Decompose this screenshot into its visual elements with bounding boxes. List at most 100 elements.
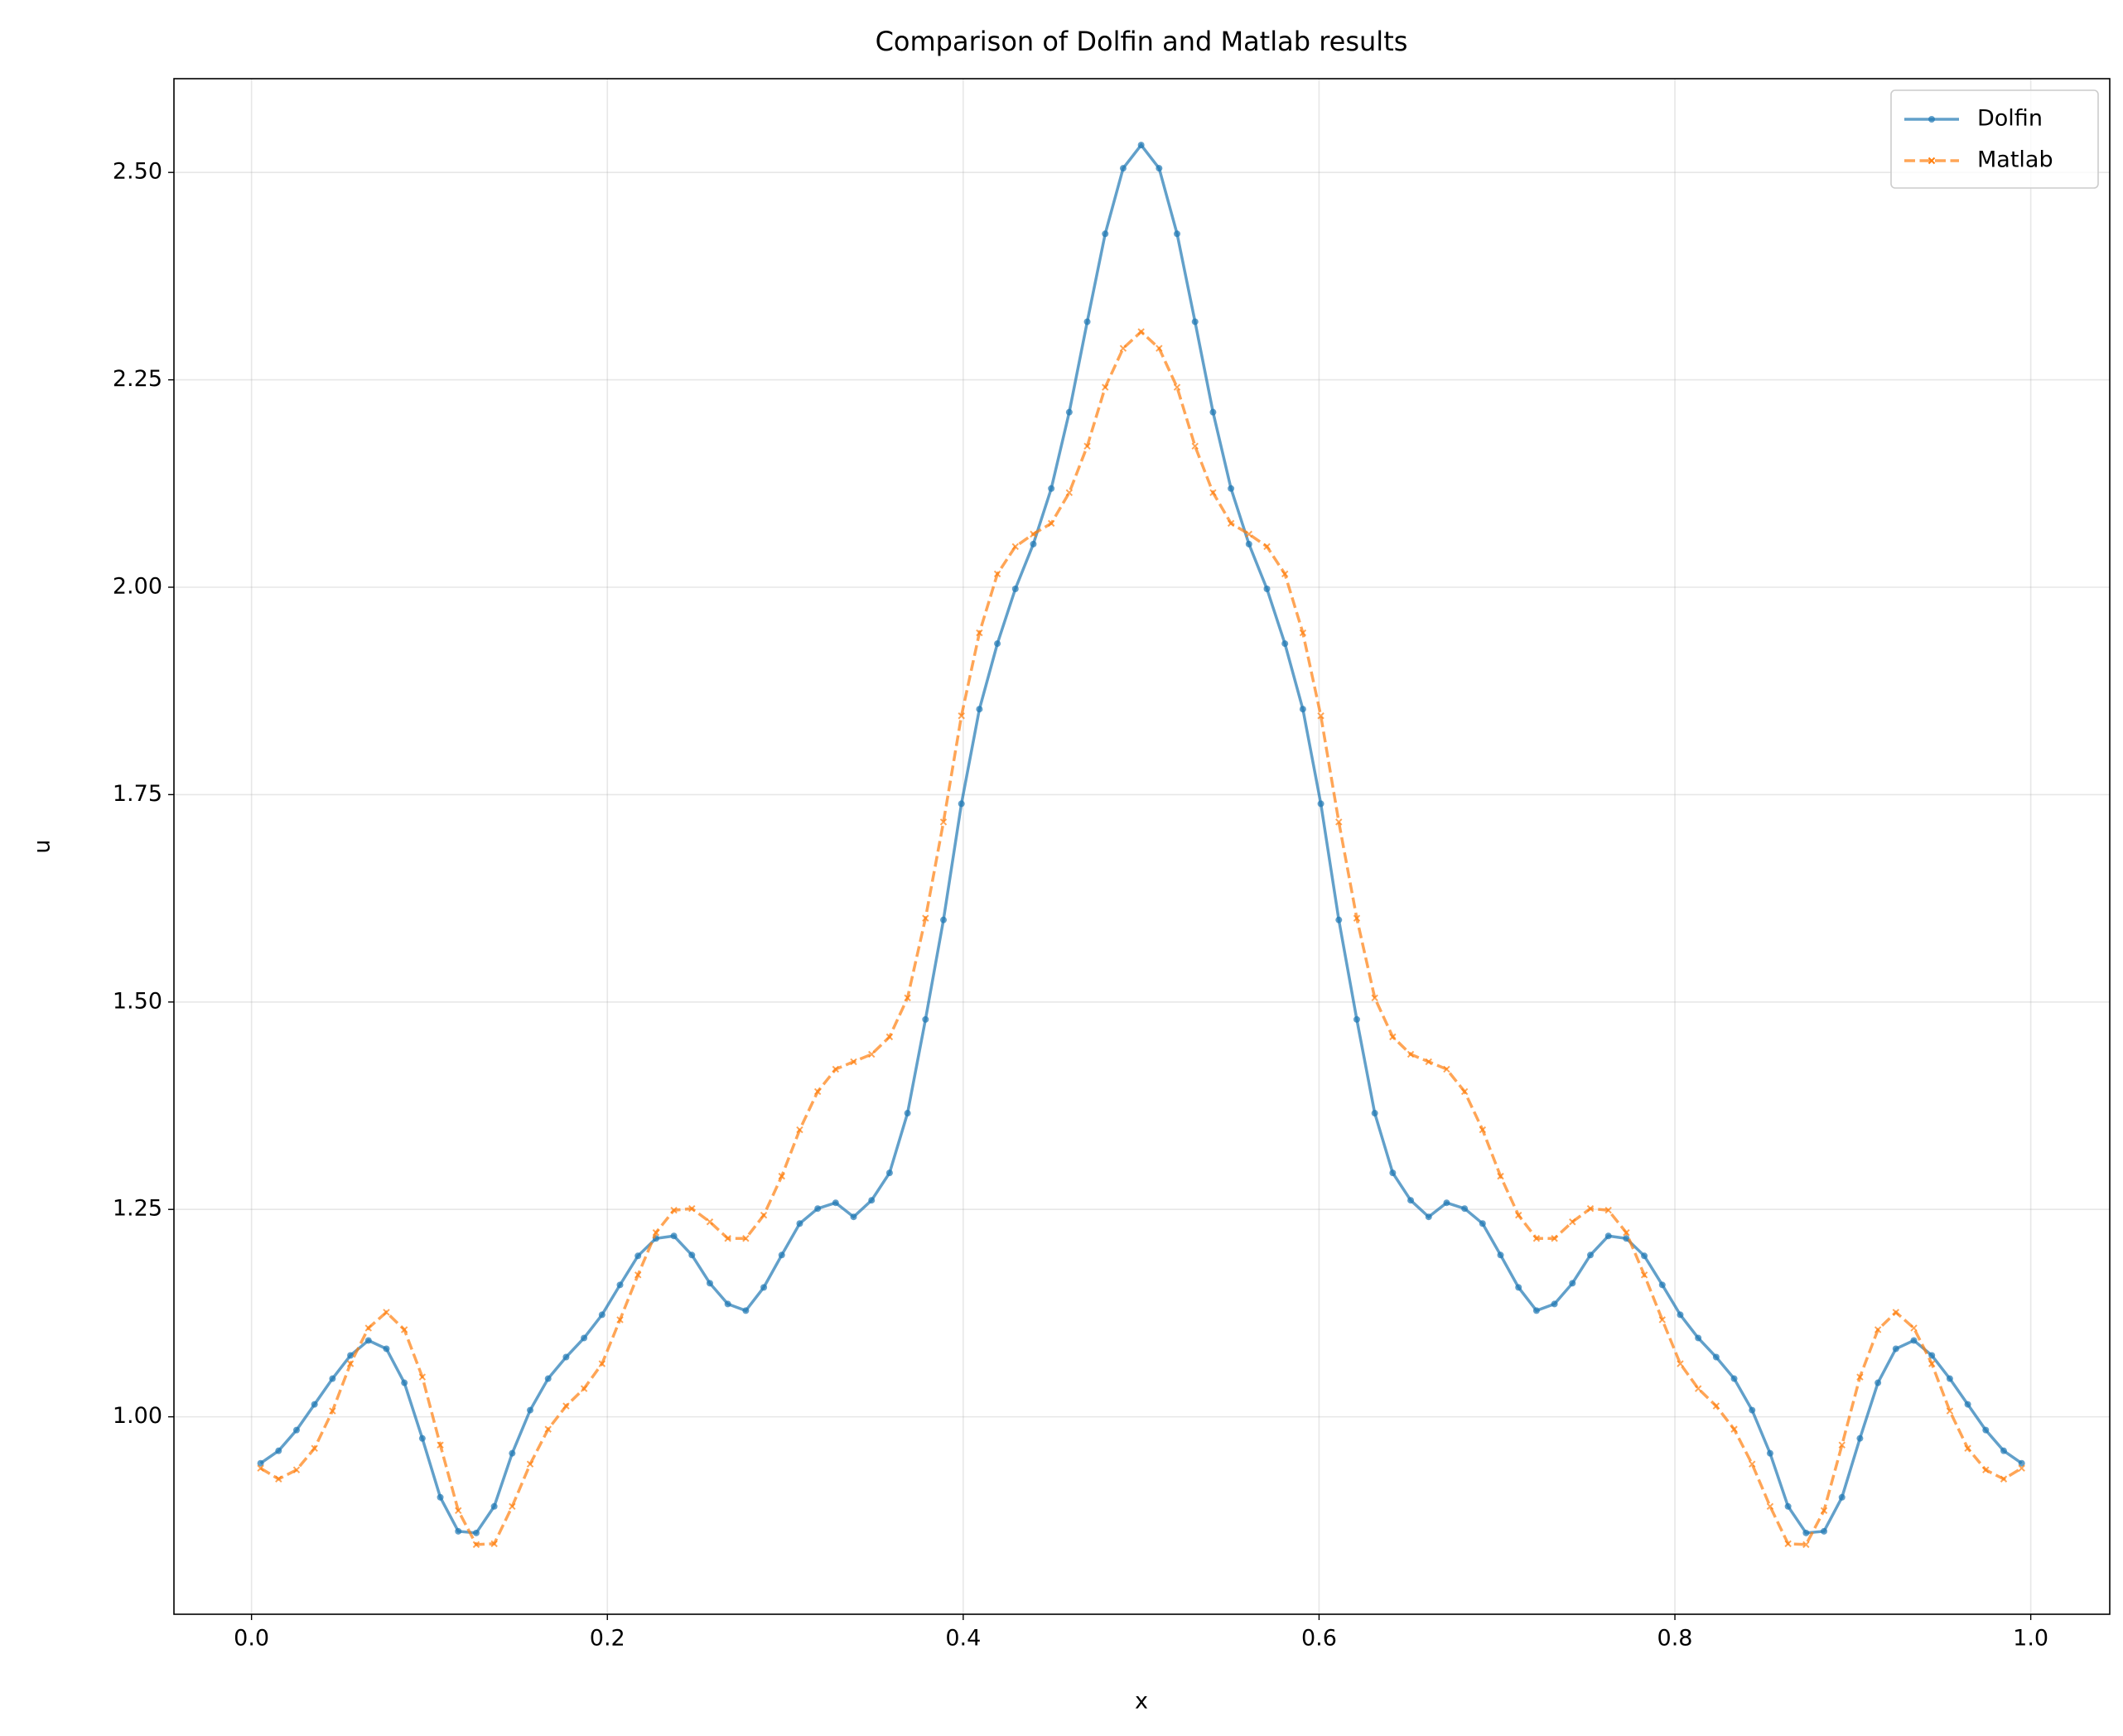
plot-frame	[173, 78, 2111, 1615]
marker	[1802, 1541, 1810, 1549]
marker	[742, 1307, 750, 1314]
marker	[1604, 1207, 1612, 1214]
marker	[616, 1281, 624, 1289]
marker	[490, 1502, 498, 1510]
marker	[652, 1229, 660, 1237]
marker	[1083, 318, 1091, 326]
marker	[1964, 1401, 1971, 1408]
marker	[1766, 1502, 1774, 1510]
marker	[1856, 1435, 1864, 1442]
marker	[383, 1309, 390, 1316]
marker	[1821, 1527, 1828, 1535]
marker	[1299, 706, 1306, 713]
x-tick-label: 0.6	[1301, 1626, 1337, 1652]
marker	[885, 1169, 893, 1177]
marker	[1875, 1379, 1882, 1386]
marker	[1317, 800, 1324, 808]
marker	[1209, 408, 1217, 416]
marker	[1784, 1502, 1792, 1510]
marker	[1497, 1251, 1504, 1259]
marker	[1641, 1252, 1648, 1260]
marker	[724, 1300, 731, 1308]
marker	[1982, 1466, 1990, 1473]
marker	[472, 1541, 480, 1549]
marker	[1730, 1425, 1738, 1433]
marker	[1694, 1385, 1702, 1392]
marker	[1532, 1307, 1540, 1314]
marker	[580, 1385, 588, 1392]
marker	[994, 640, 1001, 648]
marker	[796, 1126, 803, 1134]
marker	[616, 1316, 624, 1324]
marker	[1156, 165, 1163, 172]
marker	[706, 1218, 714, 1226]
marker	[814, 1205, 822, 1213]
marker	[1156, 345, 1163, 352]
marker	[1065, 489, 1074, 497]
marker	[1838, 1493, 1846, 1501]
marker	[1802, 1529, 1810, 1536]
marker	[1065, 408, 1073, 416]
x-axis-label: x	[1135, 1689, 1148, 1714]
marker	[904, 1110, 911, 1117]
legend-box	[1890, 89, 2099, 189]
marker	[544, 1425, 552, 1433]
x-tick-label: 1.0	[2013, 1626, 2048, 1652]
marker	[1263, 542, 1271, 551]
marker	[275, 1475, 282, 1483]
marker	[1856, 1373, 1864, 1381]
marker	[940, 916, 948, 923]
marker	[1623, 1229, 1630, 1237]
marker	[1874, 1326, 1882, 1333]
marker	[1102, 383, 1109, 391]
marker	[1119, 345, 1127, 352]
marker	[1982, 1426, 1990, 1434]
y-tick-label: 1.50	[113, 988, 162, 1014]
marker	[1335, 916, 1343, 923]
marker	[437, 1493, 444, 1501]
marker	[939, 818, 948, 826]
marker	[257, 1459, 264, 1467]
y-tick-label: 2.50	[113, 159, 162, 185]
marker	[1532, 1235, 1541, 1242]
marker	[455, 1507, 462, 1515]
legend: Dolfin Matlab	[1890, 89, 2099, 189]
marker	[1191, 318, 1199, 326]
y-axis-label: u	[30, 839, 55, 853]
marker	[1586, 1205, 1595, 1213]
marker	[850, 1213, 857, 1221]
marker	[1551, 1235, 1558, 1242]
marker	[1389, 1169, 1397, 1177]
marker	[2018, 1459, 2025, 1467]
marker	[1479, 1220, 1486, 1227]
marker	[1371, 1110, 1378, 1117]
marker	[904, 994, 911, 1002]
marker	[1245, 530, 1253, 538]
marker	[1443, 1065, 1450, 1073]
marker	[311, 1444, 318, 1452]
marker	[1389, 1033, 1397, 1041]
marker	[634, 1252, 642, 1260]
marker	[1604, 1232, 1612, 1240]
marker	[1209, 489, 1217, 497]
marker	[1497, 1172, 1504, 1180]
marker	[976, 706, 983, 713]
marker	[364, 1337, 372, 1344]
marker	[1569, 1280, 1576, 1287]
marker	[383, 1345, 390, 1353]
y-tick-label: 1.25	[113, 1196, 162, 1222]
marker	[670, 1207, 678, 1214]
marker	[329, 1375, 336, 1382]
legend-marker	[1928, 116, 1935, 123]
marker	[885, 1033, 894, 1041]
marker	[1030, 540, 1037, 547]
marker	[742, 1235, 750, 1242]
marker	[1749, 1460, 1756, 1468]
marker	[958, 800, 965, 808]
marker	[993, 570, 1001, 578]
marker	[850, 1058, 857, 1066]
marker	[1174, 230, 1181, 238]
marker	[778, 1251, 785, 1259]
x-tick-label: 0.8	[1657, 1626, 1693, 1652]
marker	[562, 1402, 570, 1410]
